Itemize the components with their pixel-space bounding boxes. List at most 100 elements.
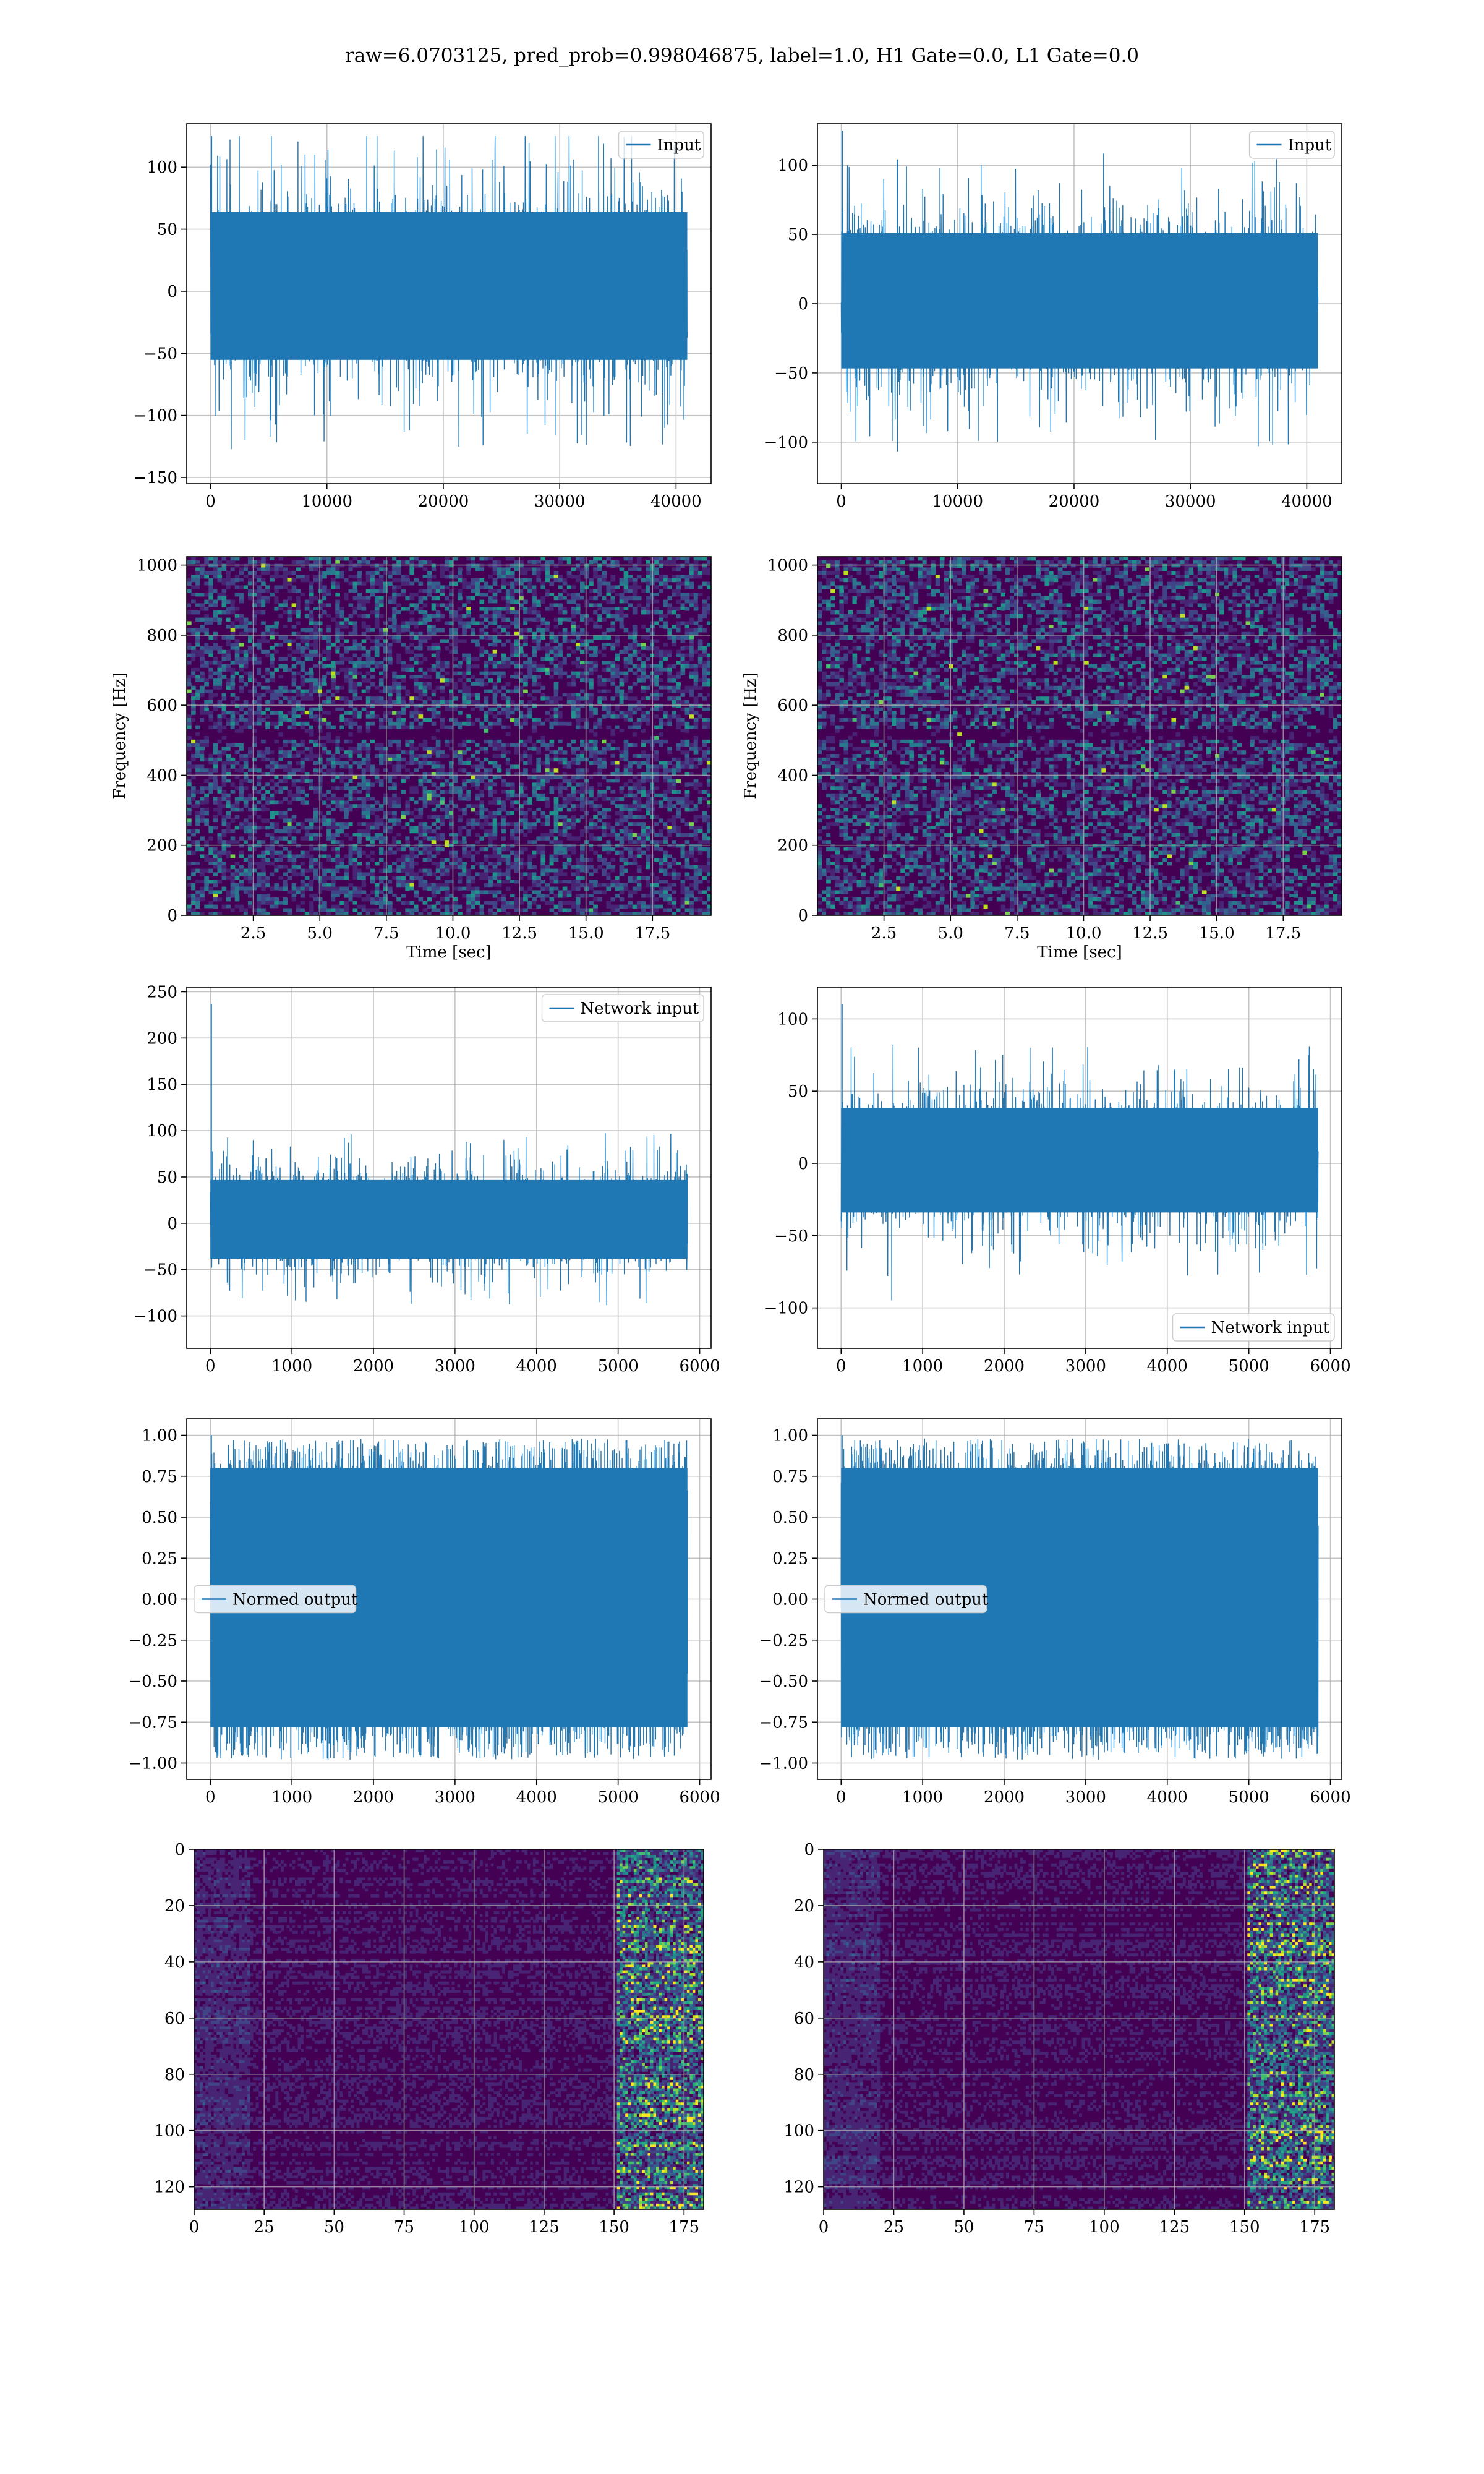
x-tick-label: 5.0 <box>938 924 963 943</box>
tick-labels: 0 10000 20000 30000 40000 −150 −100 −50 0 50 100 <box>134 158 702 511</box>
x-tick-label: 20000 <box>418 492 469 511</box>
plot-area <box>187 124 711 484</box>
y-tick-label: 50 <box>788 226 808 244</box>
x-tick-label: 0 <box>819 2218 829 2236</box>
x-tick-label: 0 <box>205 1357 216 1376</box>
x-tick-label: 2000 <box>353 1357 394 1376</box>
x-tick-label: 4000 <box>1147 1788 1188 1807</box>
y-tick-label: −50 <box>774 1227 808 1246</box>
y-tick-label: 0.00 <box>772 1591 808 1609</box>
tick-labels: 0 25 50 75 100 125 150 175 0 20 40 60 80 100 120 <box>783 1841 1330 2236</box>
legend-box <box>194 1585 357 1614</box>
y-tick-label: 1.00 <box>772 1427 808 1445</box>
x-tick-label: 5000 <box>598 1788 639 1807</box>
x-tick-label: 0 <box>836 1357 846 1376</box>
x-tick-label: 150 <box>599 2218 629 2236</box>
y-tick-label: 120 <box>783 2178 814 2197</box>
x-tick-label: 0 <box>205 1788 216 1807</box>
heatmap-cells <box>817 557 1342 915</box>
y-tick-label: 600 <box>147 696 177 715</box>
tick-labels: 2.5 5.0 7.5 10.0 12.5 15.0 17.5 0 200 400 600 800 10… <box>767 557 1301 943</box>
y-tick-label: 60 <box>794 2010 814 2028</box>
y-tick-label: −0.75 <box>128 1713 177 1732</box>
x-tick-label: 30000 <box>534 492 586 511</box>
y-tick-label: 20 <box>164 1897 185 1915</box>
plot-area <box>817 557 1342 915</box>
chart-input_left: 0 10000 20000 30000 40000 −150 −100 −50 0 50 100 In… <box>134 123 712 511</box>
chart-spectrogram_left: 2.5 5.0 7.5 10.0 12.5 15.0 17.5 0 200 400 600 800 10… <box>111 556 712 962</box>
y-tick-label: 0 <box>804 1841 814 1859</box>
y-tick-label: −1.00 <box>759 1755 808 1773</box>
y-tick-label: 100 <box>783 2122 814 2141</box>
y-axis-label: Frequency [Hz] <box>111 672 129 800</box>
chart-network_input_left: 0 1000 2000 3000 4000 5000 6000 −100 −50 0 50 100 15… <box>134 983 720 1376</box>
x-tick-label: 30000 <box>1165 492 1216 511</box>
x-axis-label: Time [sec] <box>1037 943 1122 962</box>
y-tick-label: 0.75 <box>142 1468 177 1486</box>
chart-input_right: 0 10000 20000 30000 40000 −100 −50 0 50 100 Input <box>764 123 1342 511</box>
y-tick-label: 0 <box>167 283 177 301</box>
legend-box <box>541 994 704 1022</box>
y-tick-label: 150 <box>147 1076 177 1094</box>
y-tick-label: 0 <box>174 1841 185 1859</box>
heatmap-cells <box>187 557 711 915</box>
x-tick-label: 25 <box>254 2218 275 2236</box>
y-tick-label: −100 <box>134 1308 177 1326</box>
y-tick-label: −100 <box>134 407 177 426</box>
y-tick-label: 50 <box>157 221 177 239</box>
y-tick-label: 200 <box>777 837 808 855</box>
y-tick-label: −0.50 <box>128 1672 177 1691</box>
x-tick-label: 5.0 <box>307 924 333 943</box>
x-tick-label: 1000 <box>902 1357 943 1376</box>
y-tick-label: 800 <box>777 627 808 645</box>
tick-labels: 0 1000 2000 3000 4000 5000 6000 −1.00 −0.75 −0.50… <box>759 1427 1350 1807</box>
x-tick-label: 25 <box>884 2218 904 2236</box>
x-tick-label: 75 <box>394 2218 414 2236</box>
legend-box <box>618 131 704 159</box>
legend-label: Network input <box>581 999 699 1018</box>
tick-labels: 0 10000 20000 30000 40000 −100 −50 0 50 100 <box>764 156 1333 511</box>
series-band <box>210 212 688 360</box>
x-tick-label: 40000 <box>650 492 702 511</box>
y-tick-label: 1000 <box>137 557 177 575</box>
legend: Network input <box>1172 1313 1335 1342</box>
y-tick-label: 250 <box>147 983 177 1001</box>
y-tick-label: −0.25 <box>759 1632 808 1650</box>
y-tick-label: 0 <box>798 907 808 925</box>
x-tick-label: 175 <box>668 2218 699 2236</box>
y-tick-label: 0.50 <box>142 1509 177 1527</box>
x-tick-label: 100 <box>459 2218 490 2236</box>
y-tick-label: 40 <box>164 1953 185 1972</box>
x-tick-label: 7.5 <box>373 924 399 943</box>
y-tick-label: 100 <box>777 156 808 175</box>
x-tick-label: 3000 <box>1065 1788 1106 1807</box>
x-tick-label: 2.5 <box>871 924 897 943</box>
x-tick-label: 7.5 <box>1004 924 1030 943</box>
chart-normed_output_right: 0 1000 2000 3000 4000 5000 6000 −1.00 −0.75 −0.50… <box>759 1418 1351 1807</box>
y-tick-label: 400 <box>777 766 808 785</box>
tick-labels: 2.5 5.0 7.5 10.0 12.5 15.0 17.5 0 200 400 600 800 10… <box>137 557 670 943</box>
y-tick-label: 800 <box>147 627 177 645</box>
y-tick-label: 0 <box>167 1215 177 1233</box>
figure-suptitle: raw=6.0703125, pred_prob=0.998046875, la… <box>345 45 1139 67</box>
x-tick-label: 10.0 <box>435 924 471 943</box>
y-tick-label: 20 <box>794 1897 814 1915</box>
axes-frame <box>817 987 1342 1349</box>
legend: Input <box>618 131 704 159</box>
x-tick-label: 0 <box>189 2218 200 2236</box>
legend-box <box>824 1585 987 1614</box>
y-tick-label: −0.50 <box>759 1672 808 1691</box>
x-tick-label: 15.0 <box>1199 924 1235 943</box>
grid-lines <box>817 557 1342 915</box>
x-tick-label: 0 <box>205 492 216 511</box>
y-tick-label: 0 <box>167 907 177 925</box>
x-tick-label: 125 <box>529 2218 560 2236</box>
y-tick-label: 100 <box>154 2122 185 2141</box>
y-axis-label: Frequency [Hz] <box>741 672 760 800</box>
x-tick-label: 40000 <box>1281 492 1333 511</box>
plot-area <box>824 1849 1334 2209</box>
x-axis-label: Time [sec] <box>406 943 492 962</box>
x-tick-label: 2000 <box>984 1788 1025 1807</box>
x-tick-label: 150 <box>1229 2218 1260 2236</box>
